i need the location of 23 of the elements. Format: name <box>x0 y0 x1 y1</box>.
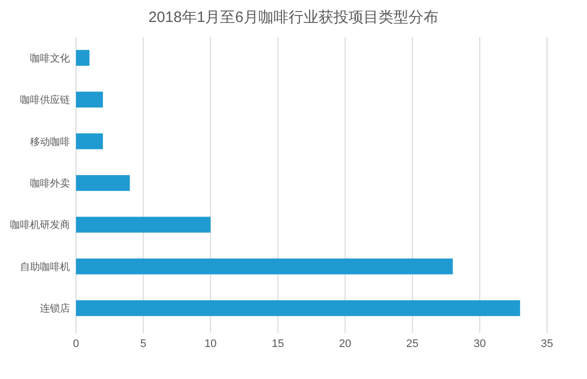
y-tick-label: 移动咖啡 <box>30 136 70 148</box>
y-tick-label: 自助咖啡机 <box>20 260 70 273</box>
y-tick-label: 连锁店 <box>40 302 70 315</box>
x-tick-label: 15 <box>272 338 284 350</box>
x-tick-label: 25 <box>406 338 419 350</box>
bar <box>76 258 453 274</box>
x-tick-label: 20 <box>339 338 352 350</box>
x-tick-label: 5 <box>140 338 146 350</box>
y-tick-label: 咖啡机研发商 <box>10 219 70 232</box>
x-tick-label: 10 <box>204 338 217 350</box>
chart-title: 2018年1月至6月咖啡行业获投项目类型分布 <box>148 9 439 26</box>
bar <box>76 50 90 66</box>
bar <box>76 216 211 233</box>
y-tick-label: 咖啡供应链 <box>20 94 70 106</box>
bar <box>76 175 130 191</box>
x-tick-label: 0 <box>72 338 80 350</box>
x-tick-label: 35 <box>540 338 554 350</box>
bar <box>76 92 103 108</box>
bar <box>76 133 103 150</box>
y-tick-label: 咖啡文化 <box>30 52 70 64</box>
y-tick-label: 咖啡外卖 <box>30 178 70 190</box>
x-tick-label: 30 <box>474 338 486 350</box>
bar <box>76 300 520 316</box>
